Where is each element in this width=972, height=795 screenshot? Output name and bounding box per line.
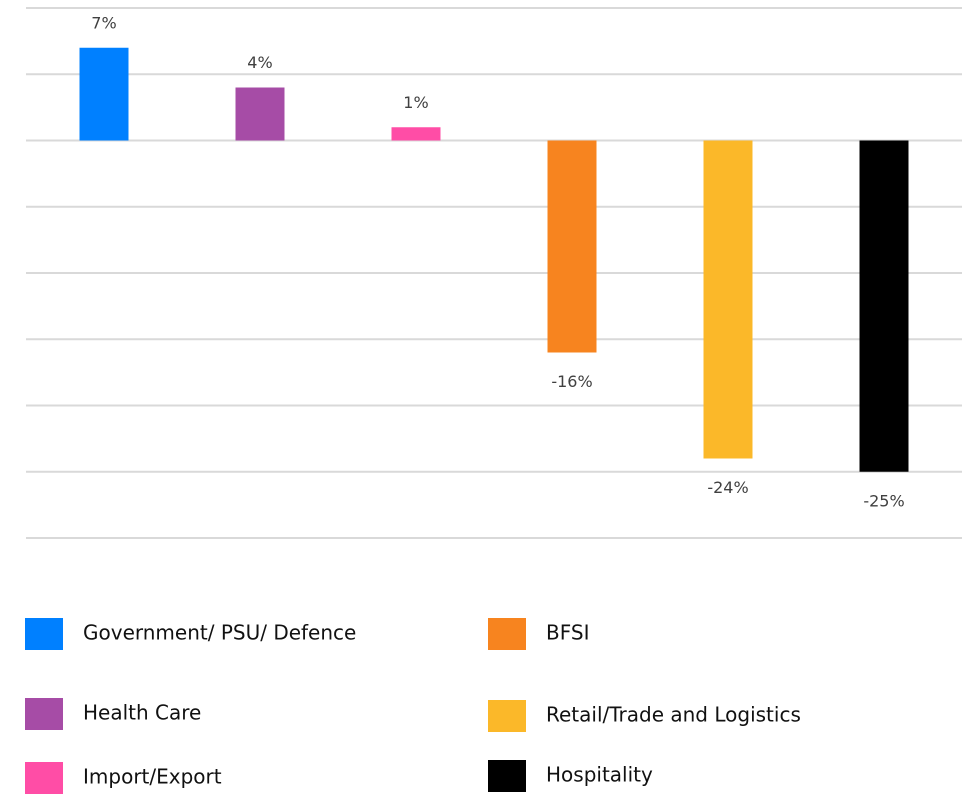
bar: [235, 87, 285, 141]
legend-label: Hospitality: [546, 763, 653, 787]
value-label: 1%: [403, 93, 428, 112]
value-label: -16%: [551, 372, 592, 391]
bar: [391, 127, 441, 141]
legend-swatch: [25, 762, 63, 794]
legend-swatch: [488, 700, 526, 732]
legend-swatch: [25, 618, 63, 650]
bar: [79, 47, 129, 141]
value-label: -25%: [863, 491, 904, 510]
bar: [703, 140, 753, 459]
bar: [547, 140, 597, 353]
legend-swatch: [488, 760, 526, 792]
legend-label: Import/Export: [83, 765, 222, 789]
legend-label: Government/ PSU/ Defence: [83, 621, 356, 645]
legend-swatch: [25, 698, 63, 730]
legend-swatch: [488, 618, 526, 650]
value-label: 4%: [247, 53, 272, 72]
value-label: 7%: [91, 13, 116, 32]
legend-label: Health Care: [83, 701, 201, 725]
value-label: -24%: [707, 478, 748, 497]
bar: [859, 140, 909, 472]
legend-label: BFSI: [546, 621, 589, 645]
legend-label: Retail/Trade and Logistics: [546, 703, 801, 727]
